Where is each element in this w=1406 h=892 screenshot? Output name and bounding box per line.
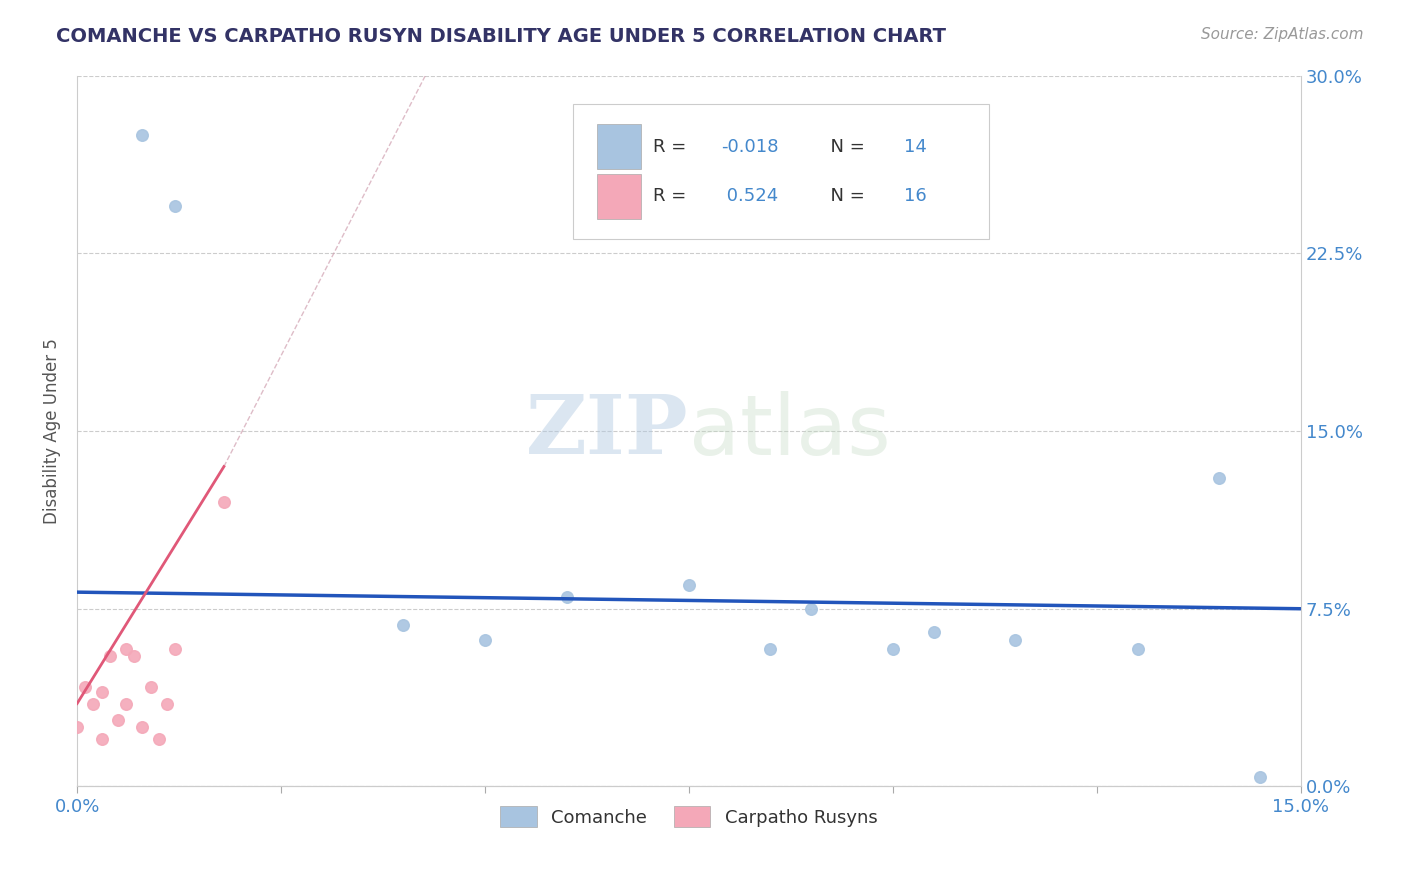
- Point: [115, 642, 138, 657]
- Point: [148, 732, 170, 747]
- Text: -0.018: -0.018: [721, 137, 778, 155]
- Point: [131, 720, 153, 734]
- Point: [75, 680, 97, 694]
- Point: [163, 199, 186, 213]
- Point: [90, 684, 112, 698]
- FancyBboxPatch shape: [598, 124, 641, 169]
- Text: R =: R =: [654, 137, 692, 155]
- Point: [107, 713, 129, 727]
- Text: 14: 14: [904, 137, 927, 155]
- Text: N =: N =: [818, 187, 870, 205]
- Text: N =: N =: [818, 137, 870, 155]
- Point: [66, 720, 89, 734]
- Point: [163, 642, 186, 657]
- FancyBboxPatch shape: [598, 174, 641, 219]
- Text: 16: 16: [904, 187, 927, 205]
- Point: [678, 578, 700, 592]
- Text: Source: ZipAtlas.com: Source: ZipAtlas.com: [1201, 27, 1364, 42]
- Point: [1126, 642, 1149, 657]
- Legend: Comanche, Carpatho Rusyns: Comanche, Carpatho Rusyns: [494, 799, 884, 834]
- Text: R =: R =: [654, 187, 692, 205]
- Point: [90, 732, 112, 747]
- Point: [98, 649, 121, 664]
- Point: [115, 697, 138, 711]
- Point: [1208, 471, 1230, 485]
- Point: [882, 642, 904, 657]
- Point: [922, 625, 945, 640]
- Point: [474, 632, 496, 647]
- Text: ZIP: ZIP: [526, 391, 689, 471]
- Point: [212, 495, 235, 509]
- Text: COMANCHE VS CARPATHO RUSYN DISABILITY AGE UNDER 5 CORRELATION CHART: COMANCHE VS CARPATHO RUSYN DISABILITY AG…: [56, 27, 946, 45]
- Point: [1004, 632, 1026, 647]
- Point: [1249, 770, 1271, 784]
- FancyBboxPatch shape: [572, 104, 988, 239]
- Point: [156, 697, 179, 711]
- Point: [555, 590, 578, 604]
- Point: [131, 128, 153, 142]
- Point: [82, 697, 104, 711]
- Point: [800, 601, 823, 615]
- Point: [122, 649, 145, 664]
- Point: [392, 618, 415, 632]
- Y-axis label: Disability Age Under 5: Disability Age Under 5: [44, 338, 60, 524]
- Point: [759, 642, 782, 657]
- Text: atlas: atlas: [689, 391, 890, 472]
- Point: [139, 680, 162, 694]
- Text: 0.524: 0.524: [721, 187, 778, 205]
